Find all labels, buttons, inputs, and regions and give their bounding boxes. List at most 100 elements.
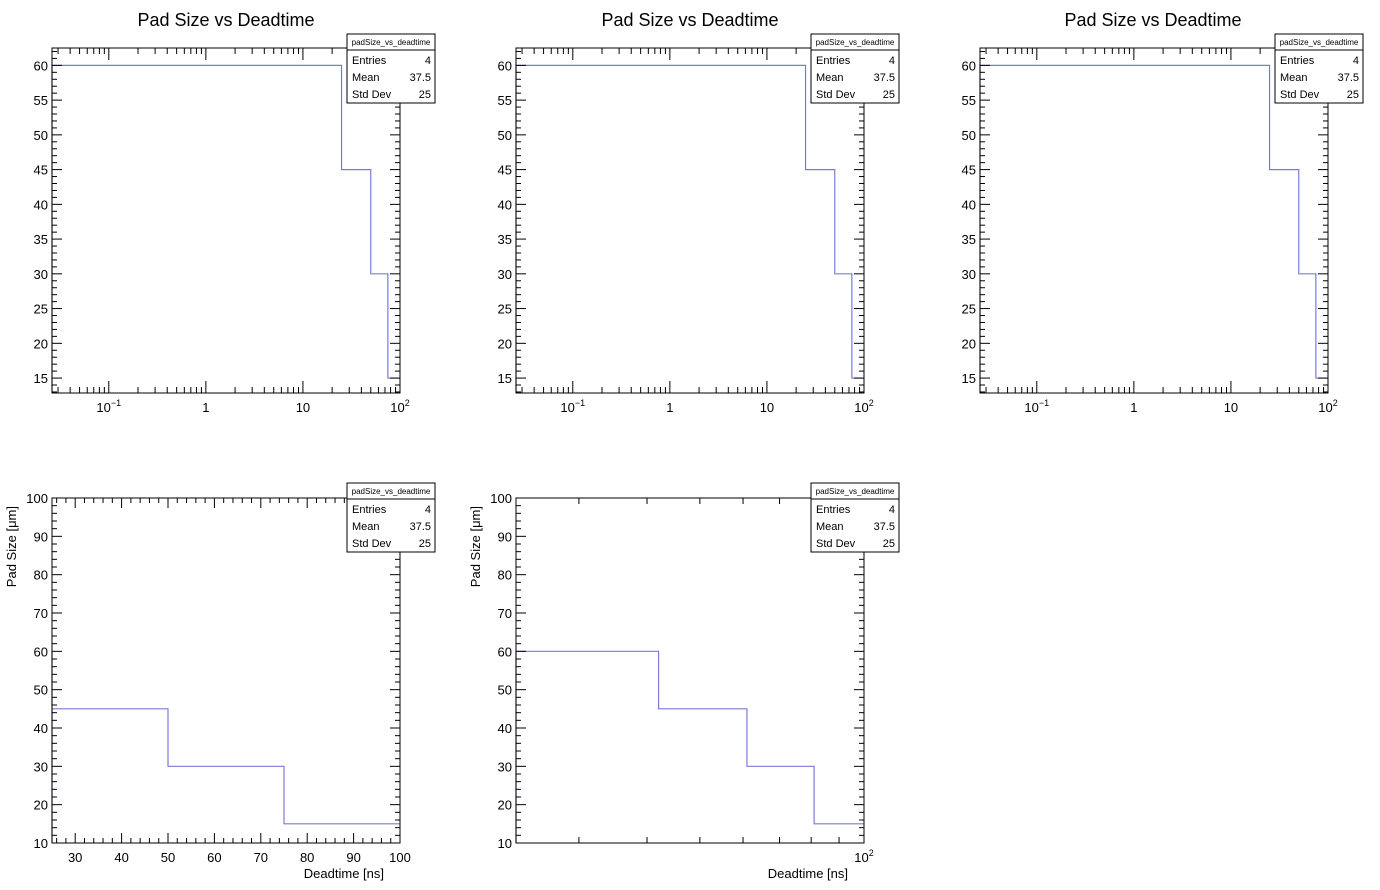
plot-title: Pad Size vs Deadtime	[1064, 10, 1241, 30]
x-tick-label-base: 1	[666, 400, 673, 415]
plot-frame	[979, 47, 1329, 394]
x-tick-label-base: 1	[1130, 400, 1137, 415]
y-tick-label: 50	[498, 128, 512, 143]
y-tick-label: 20	[498, 798, 512, 813]
x-tick-label-base: 60	[207, 850, 221, 865]
y-tick-label: 40	[962, 197, 976, 212]
x-tick-label-base: 30	[68, 850, 82, 865]
histogram-step-line	[51, 651, 400, 843]
y-tick-label: 15	[34, 371, 48, 386]
stats-label: Entries	[816, 504, 851, 516]
y-tick-label: 70	[498, 606, 512, 621]
stats-box: padSize_vs_deadtime Entries 4 Mean 37.5 Std D…	[810, 482, 900, 553]
x-tick-label-base: 10	[760, 400, 774, 415]
stats-label: Std Dev	[1280, 89, 1320, 101]
x-tick-label: 30	[68, 850, 82, 865]
y-tick-label: 20	[34, 798, 48, 813]
y-tick-label: 45	[498, 163, 512, 178]
stats-label: Entries	[352, 55, 387, 67]
x-tick-label-base: 10	[1024, 400, 1038, 415]
y-tick-label: 40	[498, 721, 512, 736]
x-tick-label-base: 50	[161, 850, 175, 865]
stats-label: Std Dev	[352, 89, 392, 101]
y-tick-label: 25	[962, 302, 976, 317]
y-axis-label: Pad Size [μm]	[4, 506, 19, 587]
stats-value: 25	[883, 89, 895, 101]
x-tick-label: 1	[1130, 400, 1137, 415]
stats-box: padSize_vs_deadtime Entries 4 Mean 37.5 Std D…	[1274, 33, 1364, 104]
stats-box-name: padSize_vs_deadtime	[352, 38, 431, 47]
y-tick-label: 100	[490, 491, 512, 506]
stats-value: 37.5	[874, 521, 895, 533]
y-tick-label: 100	[26, 491, 48, 506]
y-tick-label: 15	[498, 371, 512, 386]
x-tick-label: 10	[760, 400, 774, 415]
y-tick-label: 60	[34, 644, 48, 659]
stats-label: Entries	[1280, 55, 1315, 67]
x-tick-label-exponent: −1	[1039, 398, 1049, 408]
x-tick-label: 10−1	[96, 398, 121, 415]
x-tick-label-exponent: 2	[869, 398, 874, 408]
stats-value: 4	[889, 504, 895, 516]
plot-title: Pad Size vs Deadtime	[601, 10, 778, 30]
plot-frame	[51, 497, 401, 844]
stats-box-name: padSize_vs_deadtime	[816, 38, 895, 47]
stats-value: 4	[1353, 55, 1359, 67]
y-axis-label: Pad Size [μm]	[468, 506, 483, 587]
histogram-step-line	[515, 64, 864, 393]
axis-ticks	[516, 48, 865, 393]
x-tick-label: 102	[390, 398, 409, 415]
x-tick-label: 10−1	[560, 398, 585, 415]
x-tick-label-base: 10	[854, 850, 868, 865]
stats-label: Std Dev	[816, 538, 856, 550]
stats-value: 37.5	[874, 72, 895, 84]
plot-frame	[515, 47, 865, 394]
stats-value: 25	[419, 89, 431, 101]
axis-ticks	[980, 48, 1329, 393]
x-tick-label: 10−1	[1024, 398, 1049, 415]
y-tick-label: 55	[962, 93, 976, 108]
x-tick-label: 70	[254, 850, 268, 865]
x-tick-label-base: 1	[202, 400, 209, 415]
y-tick-label: 25	[498, 302, 512, 317]
x-axis-label: Deadtime [ns]	[768, 866, 848, 881]
y-tick-label: 30	[498, 759, 512, 774]
y-tick-label: 45	[34, 163, 48, 178]
x-tick-label-exponent: 2	[869, 848, 874, 858]
x-tick-label: 102	[854, 848, 873, 865]
stats-box: padSize_vs_deadtime Entries 4 Mean 37.5 Std D…	[346, 33, 436, 104]
y-tick-label: 80	[498, 568, 512, 583]
stats-value: 37.5	[410, 521, 431, 533]
x-tick-label-base: 100	[389, 850, 411, 865]
y-tick-label: 45	[962, 163, 976, 178]
stats-box-frame	[346, 482, 436, 553]
stats-label: Entries	[816, 55, 851, 67]
x-tick-label: 1	[666, 400, 673, 415]
stats-box-frame	[810, 33, 900, 104]
y-tick-label: 70	[34, 606, 48, 621]
y-tick-label: 40	[498, 197, 512, 212]
stats-label: Std Dev	[352, 538, 392, 550]
x-tick-label-base: 90	[346, 850, 360, 865]
y-tick-label: 60	[498, 644, 512, 659]
x-tick-label: 1	[202, 400, 209, 415]
y-tick-label: 60	[498, 58, 512, 73]
x-tick-label-base: 80	[300, 850, 314, 865]
stats-label: Mean	[352, 72, 380, 84]
stats-value: 25	[883, 538, 895, 550]
x-axis-label: Deadtime [ns]	[304, 866, 384, 881]
y-tick-label: 15	[962, 371, 976, 386]
stats-value: 4	[425, 55, 431, 67]
plot-title: Pad Size vs Deadtime	[137, 10, 314, 30]
x-tick-label-base: 40	[114, 850, 128, 865]
y-tick-label: 80	[34, 568, 48, 583]
stats-label: Mean	[816, 72, 844, 84]
y-tick-label: 55	[34, 93, 48, 108]
stats-box: padSize_vs_deadtime Entries 4 Mean 37.5 Std D…	[810, 33, 900, 104]
x-tick-label-base: 10	[854, 400, 868, 415]
x-tick-label-base: 10	[296, 400, 310, 415]
x-tick-label-exponent: −1	[575, 398, 585, 408]
stats-box-frame	[346, 33, 436, 104]
